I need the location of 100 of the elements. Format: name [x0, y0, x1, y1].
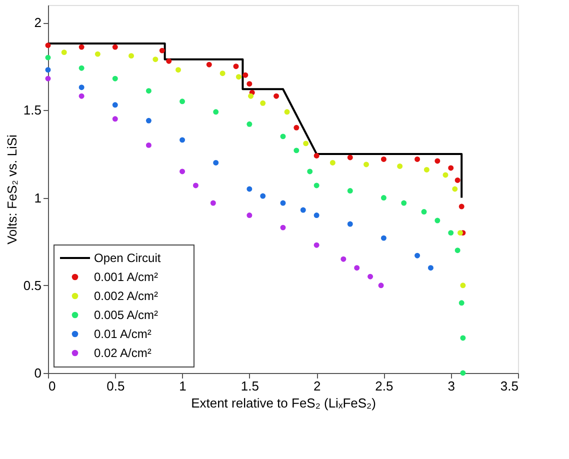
point	[314, 182, 320, 188]
y-axis-title: Volts: FeS₂ vs. LiSi	[4, 134, 20, 244]
legend-label: 0.01 A/cm²	[94, 327, 152, 341]
point	[246, 81, 252, 87]
point	[213, 160, 219, 166]
point	[330, 160, 336, 166]
point	[176, 67, 181, 73]
x-axis-title: Extent relative to FeS₂ (LiₓFeS₂)	[191, 396, 376, 410]
point	[460, 370, 466, 376]
x-tick-label: 3.5	[500, 378, 518, 394]
point	[284, 109, 290, 115]
point	[213, 109, 219, 115]
point	[314, 152, 320, 158]
point	[458, 204, 464, 210]
point	[401, 200, 407, 206]
point	[300, 207, 306, 213]
point	[242, 72, 248, 78]
y-tick-label: 1	[34, 190, 42, 206]
point	[45, 76, 51, 82]
point	[206, 62, 212, 68]
point	[45, 54, 51, 60]
point	[146, 142, 152, 148]
point	[260, 100, 266, 106]
point	[347, 188, 353, 194]
point	[458, 300, 464, 306]
point	[448, 165, 454, 171]
legend-label: 0.005 A/cm²	[94, 308, 158, 322]
point	[61, 50, 67, 56]
point	[347, 154, 353, 160]
legend-label: 0.002 A/cm²	[94, 289, 158, 303]
point	[448, 230, 454, 236]
point	[314, 242, 320, 248]
point	[397, 163, 403, 169]
x-tick-label: 1.5	[240, 378, 259, 394]
point	[112, 102, 118, 108]
point	[294, 124, 300, 130]
x-tick-label: 0.5	[106, 378, 125, 394]
x-tick-label: 2.5	[375, 378, 394, 394]
point	[112, 76, 118, 82]
point	[78, 93, 84, 99]
point	[452, 186, 458, 192]
point	[246, 186, 252, 192]
point	[294, 148, 300, 154]
point	[246, 212, 252, 218]
legend-label: 0.001 A/cm²	[94, 270, 158, 284]
point	[45, 42, 51, 48]
point	[380, 156, 386, 162]
point	[380, 235, 386, 241]
legend-label: 0.02 A/cm²	[94, 346, 152, 360]
point	[192, 182, 198, 188]
point	[424, 166, 430, 172]
point	[280, 200, 286, 206]
point	[180, 98, 186, 104]
point	[246, 121, 252, 127]
point	[442, 172, 448, 178]
y-tick-label: 2	[34, 15, 42, 30]
point	[146, 118, 152, 124]
point	[78, 44, 84, 50]
point	[112, 44, 118, 50]
x-tick-label: 3	[448, 378, 455, 394]
point	[152, 56, 158, 62]
point	[260, 193, 266, 199]
point	[460, 335, 466, 341]
point	[428, 265, 434, 271]
point	[78, 84, 84, 90]
point	[45, 67, 51, 73]
point	[454, 178, 460, 183]
point	[340, 256, 346, 262]
point	[220, 70, 226, 76]
point	[314, 212, 320, 218]
point	[354, 265, 360, 271]
point	[146, 88, 152, 94]
point	[210, 200, 216, 206]
point	[128, 53, 134, 59]
point	[454, 248, 460, 254]
point	[364, 162, 369, 168]
point	[434, 218, 440, 224]
legend-label: Open Circuit	[94, 251, 162, 265]
point	[248, 93, 254, 99]
point	[460, 282, 466, 288]
point	[303, 140, 309, 146]
point	[280, 134, 286, 140]
point	[380, 195, 386, 200]
point	[180, 168, 186, 174]
point	[414, 252, 420, 258]
point	[236, 74, 242, 80]
point	[458, 230, 463, 236]
point	[274, 93, 280, 99]
point	[378, 282, 384, 288]
x-tick-label: 1	[179, 378, 186, 394]
point	[78, 65, 84, 71]
point	[368, 274, 374, 280]
y-tick-label: 0.5	[23, 278, 42, 293]
point	[421, 209, 427, 215]
y-tick-label: 1.5	[23, 102, 42, 118]
point	[280, 224, 286, 230]
point	[159, 48, 165, 54]
x-tick-label: 2	[313, 378, 321, 394]
point	[166, 58, 172, 64]
point	[347, 221, 353, 227]
